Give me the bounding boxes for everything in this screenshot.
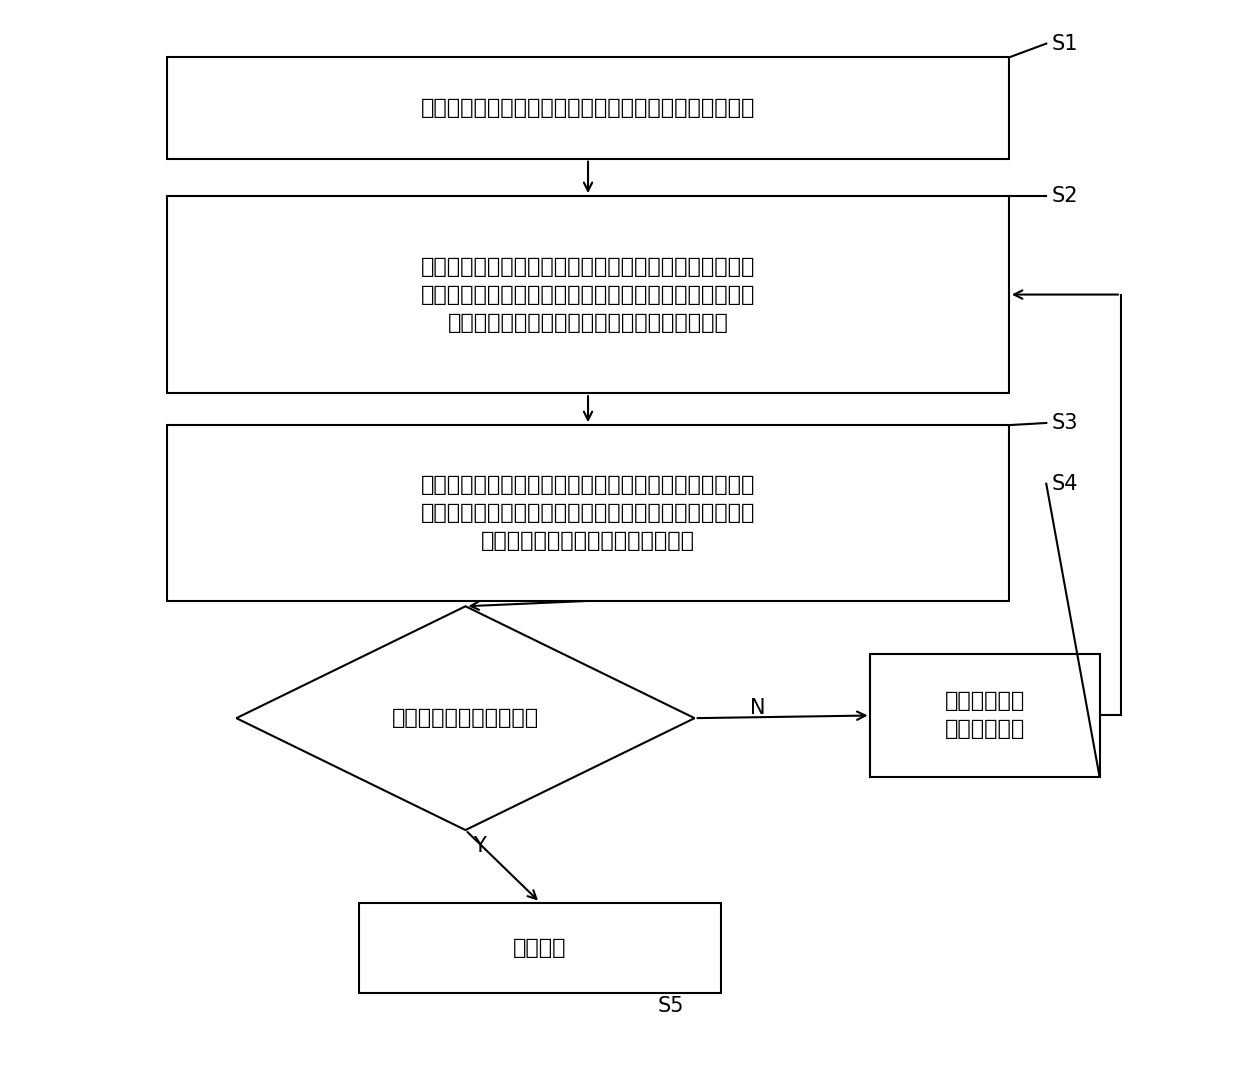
Text: 基于罐体内表面的热流密度获取加热效率；基于蒸汽发生
器的温度场分布获取框架表面温度分布、控制模块区域的
平均温度和变频模块区域的平均温度: 基于罐体内表面的热流密度获取加热效率；基于蒸汽发生 器的温度场分布获取框架表面温…	[420, 475, 755, 551]
FancyBboxPatch shape	[167, 195, 1009, 393]
FancyBboxPatch shape	[167, 57, 1009, 159]
Text: Y: Y	[472, 836, 486, 856]
Text: S5: S5	[657, 996, 683, 1016]
Text: 判断三个条件是否均满足: 判断三个条件是否均满足	[392, 708, 539, 728]
FancyBboxPatch shape	[167, 425, 1009, 601]
Text: 构建蒸汽发生器的结构，获取蒸汽发生器结构的结构参数: 构建蒸汽发生器的结构，获取蒸汽发生器结构的结构参数	[420, 98, 755, 118]
FancyBboxPatch shape	[358, 902, 722, 993]
Text: 制造完成: 制造完成	[513, 938, 567, 958]
Text: 调整蒸汽发生
器的内部结构: 调整蒸汽发生 器的内部结构	[945, 692, 1025, 740]
FancyBboxPatch shape	[870, 654, 1100, 777]
Text: S2: S2	[1052, 186, 1078, 206]
Text: 控制器根据构建的结构和获取的结构参数，求解蒸汽发生
器的三维结构下电磁感应加热和传热过程，获得蒸汽发生
器的温度场分布和内部零部件的表面热流密度；: 控制器根据构建的结构和获取的结构参数，求解蒸汽发生 器的三维结构下电磁感应加热和…	[420, 257, 755, 333]
Text: N: N	[750, 697, 765, 717]
Text: S1: S1	[1052, 33, 1078, 54]
Text: S3: S3	[1052, 413, 1078, 433]
Text: S4: S4	[1052, 474, 1078, 494]
